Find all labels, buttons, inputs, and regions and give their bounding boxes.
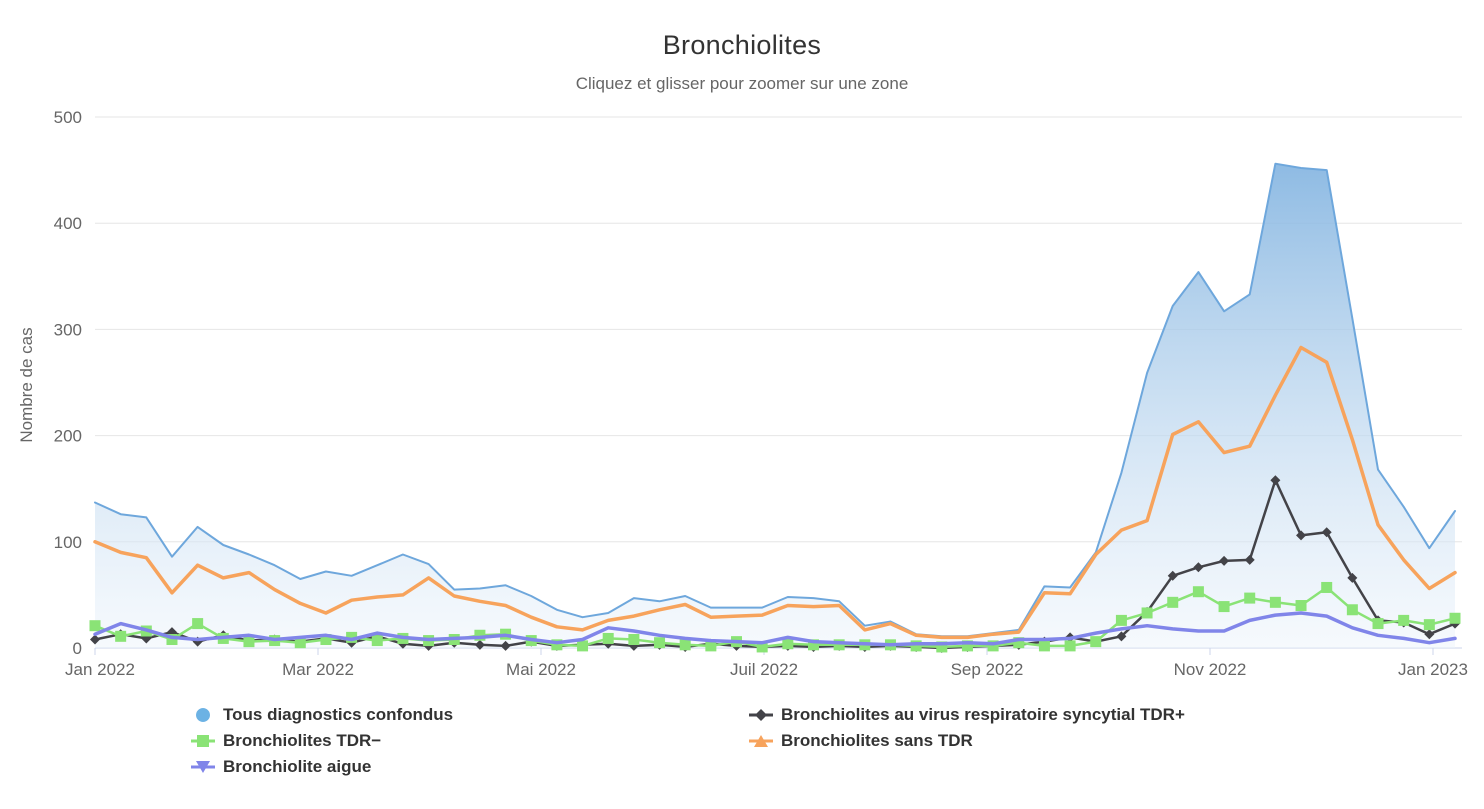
- square-marker-icon: [1090, 636, 1102, 648]
- diamond-marker-icon: [1244, 554, 1255, 565]
- square-marker-icon: [1346, 604, 1358, 616]
- square-marker-icon: [1244, 592, 1256, 604]
- legend-item-label: Bronchiolites TDR−: [223, 731, 382, 750]
- series-bronchiolites-sans-tdr: [93, 345, 1457, 640]
- x-axis-label: Mar 2022: [282, 660, 354, 679]
- square-marker-icon: [1372, 618, 1384, 630]
- diamond-marker-icon: [1347, 572, 1358, 583]
- diamond-marker-icon: [1219, 555, 1230, 566]
- legend-item-tous-diagnostics-confondus[interactable]: Tous diagnostics confondus: [190, 702, 453, 728]
- square-marker-icon: [243, 636, 255, 648]
- area-fill: [95, 163, 1455, 648]
- square-marker-icon: [474, 629, 486, 641]
- diamond-marker-icon: [90, 634, 100, 645]
- square-marker-icon: [320, 634, 332, 646]
- square-marker-icon: [910, 640, 922, 652]
- y-axis-label: 300: [54, 320, 82, 339]
- legend-column-left: Tous diagnostics confondus Bronchiolites …: [190, 702, 453, 780]
- square-marker-icon: [346, 631, 358, 643]
- series-bronchiolites-tdr: [89, 581, 1461, 653]
- chart-title: Bronchiolites: [662, 30, 822, 60]
- square-marker-icon: [1398, 614, 1410, 626]
- square-marker-icon: [705, 640, 717, 652]
- square-marker-icon: [654, 637, 666, 649]
- legend-item-bronchiolites-sans-tdr[interactable]: Bronchiolites sans TDR: [748, 728, 1185, 754]
- x-axis: Jan 2022 Mar 2022 Mai 2022 Juil 2022 Sep 202…: [65, 648, 1468, 679]
- legend-item-bronchiolite-aigue[interactable]: Bronchiolite aigue: [190, 754, 453, 780]
- x-axis-label: Juil 2022: [730, 660, 798, 679]
- y-axis-label: 200: [54, 427, 82, 446]
- square-marker-icon: [1218, 601, 1230, 613]
- x-axis-label: Nov 2022: [1174, 660, 1247, 679]
- diamond-legend-marker-icon: [749, 709, 773, 721]
- square-marker-icon: [294, 637, 306, 649]
- legend-item-bronchiolites-au-virus-respiratoire-syncytial-tdr[interactable]: Bronchiolites au virus respiratoire sync…: [748, 702, 1185, 728]
- series-line: [93, 611, 1457, 647]
- square-marker-icon: [628, 634, 640, 646]
- legend-item-label: Tous diagnostics confondus: [223, 705, 454, 724]
- diamond-marker-icon: [500, 640, 511, 651]
- square-marker-icon: [1013, 637, 1025, 649]
- square-marker-icon: [115, 630, 127, 642]
- diamond-marker-icon: [1296, 530, 1307, 541]
- legend-item-label: Bronchiolites au virus respiratoire sync…: [781, 705, 1185, 724]
- legend-item-bronchiolites-tdr[interactable]: Bronchiolites TDR−: [190, 728, 453, 754]
- square-marker-icon: [756, 641, 768, 653]
- square-marker-icon: [1115, 614, 1127, 626]
- series-bronchiolite-aigue: [93, 611, 1457, 647]
- square-marker-icon: [166, 634, 178, 646]
- y-axis-label: 500: [54, 108, 82, 127]
- circle-legend-marker-icon: [196, 708, 211, 722]
- square-marker-icon: [1038, 640, 1050, 652]
- square-marker-icon: [1423, 619, 1435, 631]
- x-axis-label: Jan 2022: [65, 660, 135, 679]
- square-marker-icon: [1167, 596, 1179, 608]
- diamond-marker-icon: [1116, 631, 1127, 642]
- diamond-marker-icon: [1321, 527, 1332, 538]
- square-marker-icon: [936, 641, 948, 653]
- square-marker-icon: [1269, 596, 1281, 608]
- y-axis-label: 400: [54, 214, 82, 233]
- series-line: [94, 162, 1456, 638]
- diamond-marker-icon: [1270, 475, 1281, 486]
- diamond-marker-icon: [1193, 562, 1204, 573]
- square-marker-icon: [192, 618, 204, 630]
- square-marker-icon: [1321, 581, 1333, 593]
- square-marker-icon: [1192, 586, 1204, 598]
- square-marker-icon: [1064, 640, 1076, 652]
- chart-subtitle: Cliquez et glisser pour zoomer sur une z…: [575, 74, 909, 93]
- square-legend-marker-icon: [191, 735, 215, 747]
- diamond-marker-icon: [1424, 629, 1435, 640]
- legend-item-label: Bronchiolites sans TDR: [781, 731, 973, 750]
- diamond-marker-icon: [474, 639, 485, 650]
- square-marker-icon: [551, 639, 563, 651]
- x-axis-label: Jan 2023: [1398, 660, 1468, 679]
- legend-item-label: Bronchiolite aigue: [223, 757, 372, 776]
- series-tous-diagnostics-confondus: [94, 162, 1456, 648]
- square-marker-icon: [602, 632, 614, 644]
- square-marker-icon: [1295, 600, 1307, 612]
- square-marker-icon: [833, 639, 845, 651]
- y-axis-label: 100: [54, 533, 82, 552]
- diamond-marker-icon: [1167, 570, 1178, 581]
- x-axis-label: Sep 2022: [951, 660, 1024, 679]
- y-axis-label: 0: [73, 639, 82, 658]
- square-marker-icon: [961, 640, 973, 652]
- square-marker-icon: [807, 639, 819, 651]
- square-marker-icon: [1449, 612, 1461, 624]
- zoom-drag-region[interactable]: [95, 117, 1455, 648]
- square-marker-icon: [679, 639, 691, 651]
- square-marker-icon: [987, 640, 999, 652]
- square-marker-icon: [371, 635, 383, 647]
- square-marker-icon: [782, 638, 794, 650]
- series-line: [93, 345, 1457, 640]
- square-marker-icon: [577, 640, 589, 652]
- triangle-up-legend-marker-icon: [749, 735, 773, 747]
- square-marker-icon: [89, 620, 101, 632]
- x-axis-label: Mai 2022: [506, 660, 576, 679]
- triangle-down-legend-marker-icon: [191, 761, 215, 773]
- square-marker-icon: [1141, 607, 1153, 619]
- legend-column-right: Bronchiolites au virus respiratoire sync…: [748, 702, 1185, 754]
